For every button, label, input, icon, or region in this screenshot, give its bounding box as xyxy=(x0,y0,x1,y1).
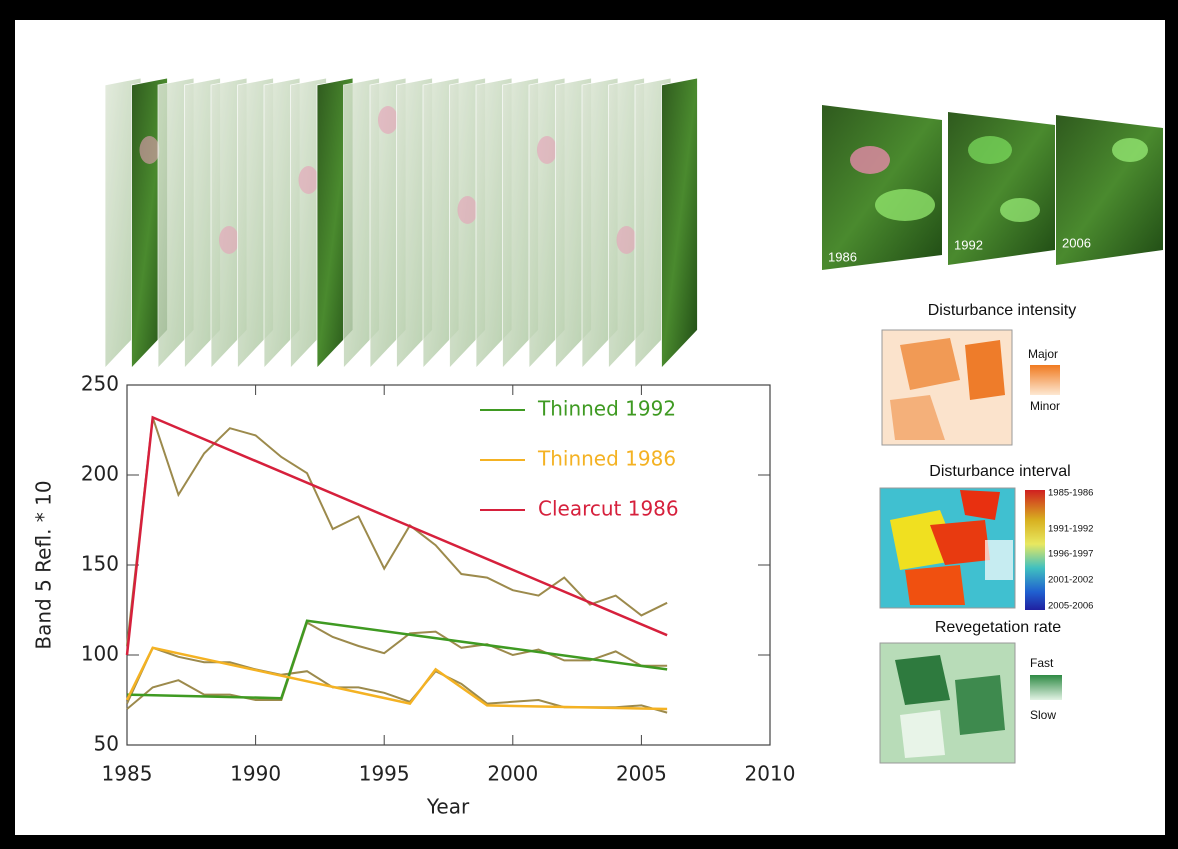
legend-label: Thinned 1986 xyxy=(537,447,676,471)
legend-gradient xyxy=(1030,675,1062,700)
legend-label: 2001-2002 xyxy=(1048,575,1093,586)
y-tick-label: 150 xyxy=(81,552,119,576)
map-patch xyxy=(905,565,965,605)
map-year: 2006 xyxy=(1062,235,1091,250)
map-year: 1986 xyxy=(828,249,857,264)
legend-label: Slow xyxy=(1030,708,1056,722)
map-patch xyxy=(900,710,945,758)
y-tick-label: 50 xyxy=(94,732,119,756)
map-year: 1992 xyxy=(954,237,983,252)
x-tick-label: 1985 xyxy=(102,762,153,786)
image-stack xyxy=(105,78,698,368)
stack-patch xyxy=(458,196,478,224)
stack-patch xyxy=(140,136,160,164)
map-patch xyxy=(965,340,1005,400)
map-patch xyxy=(968,136,1012,164)
y-tick-label: 250 xyxy=(81,372,119,396)
y-tick-label: 100 xyxy=(81,642,119,666)
legend-label: 1996-1997 xyxy=(1048,549,1093,560)
x-tick-label: 1990 xyxy=(230,762,281,786)
stack-patch xyxy=(219,226,239,254)
map-patch xyxy=(985,540,1013,580)
map-patch xyxy=(1112,138,1148,162)
map-image xyxy=(822,105,942,270)
legend-gradient xyxy=(1025,490,1045,610)
legend-label: Thinned 1992 xyxy=(537,397,676,421)
legend-label: 1985-1986 xyxy=(1048,488,1093,499)
x-axis-label: Year xyxy=(426,795,470,819)
stack-patch xyxy=(537,136,557,164)
x-tick-label: 2000 xyxy=(487,762,538,786)
legend-label: 1991-1992 xyxy=(1048,524,1093,535)
panel-title: Disturbance intensity xyxy=(928,302,1077,319)
map-patch xyxy=(875,189,935,221)
y-axis-label: Band 5 Refl. * 10 xyxy=(32,480,56,649)
panel-title: Disturbance interval xyxy=(929,463,1070,480)
x-tick-label: 1995 xyxy=(359,762,410,786)
legend-label: Clearcut 1986 xyxy=(538,497,679,521)
panel-title: Revegetation rate xyxy=(935,619,1061,636)
page: {"chart_data": { "type": "line", "xlabel… xyxy=(0,0,1178,845)
stack-patch xyxy=(378,106,398,134)
map-patch xyxy=(850,146,890,174)
map-patch xyxy=(1000,198,1040,222)
stack-frame xyxy=(662,78,698,368)
legend-gradient xyxy=(1030,365,1060,395)
legend-label: Fast xyxy=(1030,656,1054,670)
stack-patch xyxy=(299,166,319,194)
map-patch xyxy=(955,675,1005,735)
y-tick-label: 200 xyxy=(81,462,119,486)
figure: 1986 1992 2006 Disturbance intensity Maj… xyxy=(0,0,1178,845)
x-tick-label: 2010 xyxy=(745,762,796,786)
legend-label: 2005-2006 xyxy=(1048,601,1093,612)
image-maps: 1986 1992 2006 xyxy=(822,105,1163,270)
legend-label: Minor xyxy=(1030,399,1060,413)
x-tick-label: 2005 xyxy=(616,762,667,786)
legend-label: Major xyxy=(1028,347,1058,361)
stack-patch xyxy=(617,226,637,254)
